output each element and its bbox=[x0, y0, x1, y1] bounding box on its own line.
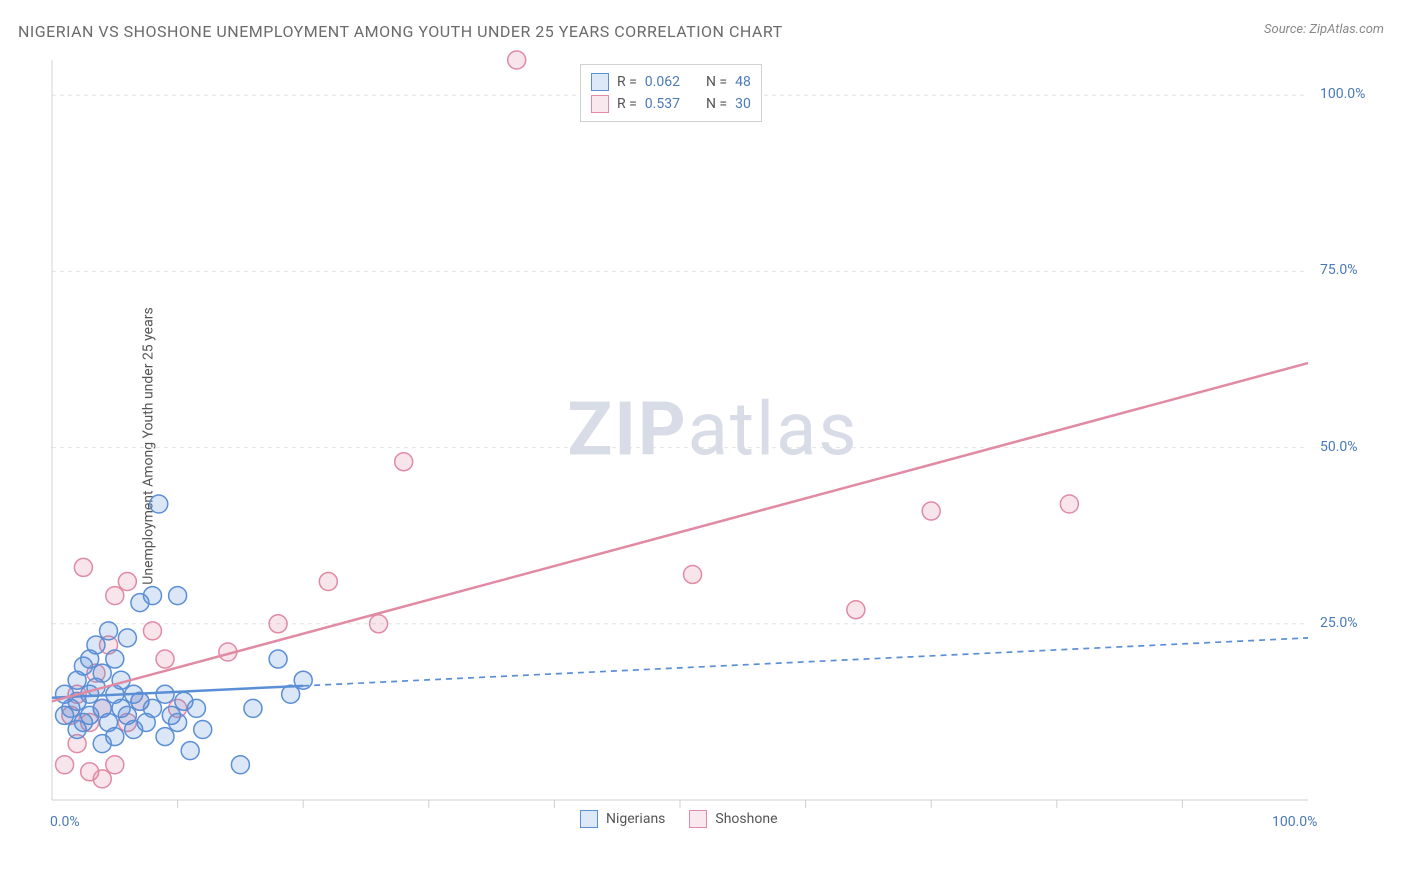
legend-swatch-icon bbox=[591, 95, 609, 113]
y-tick-label: 50.0% bbox=[1320, 439, 1358, 455]
stat-n-label: N = bbox=[706, 93, 727, 115]
x-tick-label: 100.0% bbox=[1272, 814, 1317, 830]
legend-stats-row: R = 0.062 N = 48 bbox=[591, 71, 751, 93]
y-tick-label: 100.0% bbox=[1320, 86, 1365, 102]
legend-series-label: Nigerians bbox=[606, 811, 665, 827]
source-attribution: Source: ZipAtlas.com bbox=[1264, 22, 1384, 37]
bottom-legend-item: Nigerians bbox=[580, 810, 665, 828]
bottom-legend-item: Shoshone bbox=[689, 810, 777, 828]
x-tick-label: 0.0% bbox=[50, 814, 80, 830]
stat-r-label: R = bbox=[617, 71, 637, 93]
stat-n-value: 48 bbox=[735, 71, 751, 93]
legend-stats-row: R = 0.537 N = 30 bbox=[591, 93, 751, 115]
legend-series-label: Shoshone bbox=[715, 811, 777, 827]
stat-r-value: 0.537 bbox=[645, 93, 680, 115]
legend-swatch-icon bbox=[580, 810, 598, 828]
y-tick-label: 25.0% bbox=[1320, 615, 1358, 631]
plot-area: ZIPatlas R =0.062N =48R =0.537N =30 Nige… bbox=[48, 60, 1378, 830]
scatter-chart-svg bbox=[48, 60, 1378, 830]
legend-swatch-icon bbox=[689, 810, 707, 828]
stat-r-label: R = bbox=[617, 93, 637, 115]
y-tick-label: 75.0% bbox=[1320, 262, 1358, 278]
legend-swatch-icon bbox=[591, 73, 609, 91]
stat-r-value: 0.062 bbox=[645, 71, 680, 93]
bottom-legend: Nigerians Shoshone bbox=[580, 810, 778, 828]
legend-stats-box: R = 0.062 N = 48 R = 0.537 N = 30 bbox=[580, 64, 762, 122]
stat-n-value: 30 bbox=[735, 93, 751, 115]
stat-n-label: N = bbox=[706, 71, 727, 93]
chart-title: NIGERIAN VS SHOSHONE UNEMPLOYMENT AMONG … bbox=[18, 22, 783, 41]
